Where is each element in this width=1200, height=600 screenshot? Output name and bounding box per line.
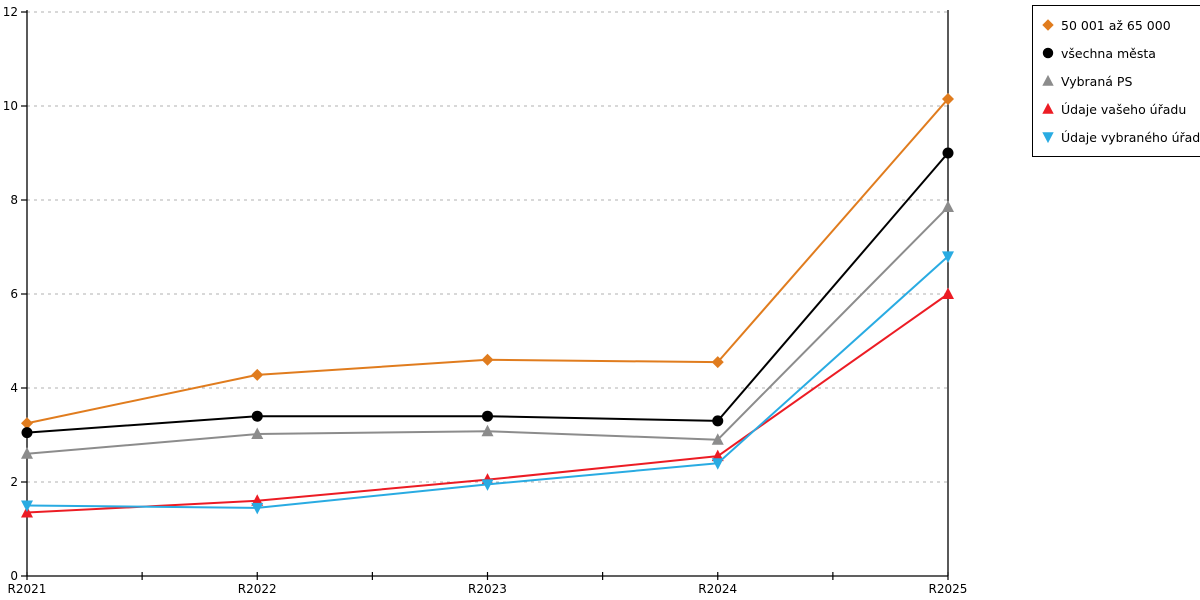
legend-label: Údaje vašeho úřadu [1061,101,1187,117]
triangle-down-marker [711,458,724,470]
legend-item: Údaje vašeho úřadu [1041,95,1197,123]
triangle-up-icon [1042,74,1054,86]
legend-label: 50 001 až 65 000 [1061,17,1171,33]
triangle-up-marker [481,424,494,437]
triangle-down-marker [1042,132,1054,144]
legend-label: Vybraná PS [1061,73,1133,89]
triangle-down-marker [251,502,264,515]
y-tick-label: 12 [3,5,18,19]
triangle-up-marker [942,287,954,299]
x-tick-label: R2023 [468,582,507,596]
legend-item: Vybraná PS [1041,67,1197,95]
legend-label: Údaje vybraného úřadu [1061,129,1200,145]
series-line-0 [26,98,949,425]
triangle-up-marker [251,427,264,440]
circle-marker [482,410,493,422]
triangle-up-marker [1042,102,1054,114]
y-tick-label: 0 [10,569,18,583]
diamond-marker [481,353,494,366]
y-tick-label: 8 [10,193,18,207]
circle-icon [1042,47,1054,59]
circle-marker [942,147,954,159]
x-tick-label: R2024 [698,582,737,596]
legend-label: všechna města [1061,45,1156,61]
legend-item: Údaje vybraného úřadu [1041,123,1200,151]
triangle-up-marker [1042,74,1054,86]
y-tick-label: 2 [10,475,18,489]
legend-item: všechna města [1041,39,1197,67]
y-tick-label: 6 [10,287,18,301]
x-tick-label: R2025 [929,582,968,596]
triangle-up-marker [942,200,954,213]
triangle-down-icon [1042,132,1054,144]
triangle-up-marker [711,433,724,445]
y-tick-label: 4 [10,381,18,395]
circle-marker [251,410,263,422]
triangle-up-marker [21,447,33,459]
triangle-down-marker [942,251,954,263]
x-tick-label: R2021 [8,582,47,596]
legend-item: 50 001 až 65 000 [1041,11,1197,39]
diamond-icon [1042,19,1054,31]
circle-marker [21,427,33,439]
triangle-down-marker [21,500,33,512]
diamond-marker [251,368,264,381]
series-line-4 [26,255,949,509]
triangle-down-marker [481,479,494,491]
circle-marker [712,415,724,427]
diamond-marker [21,417,33,430]
diamond-marker [711,356,724,369]
chart-legend: 50 001 až 65 000 všechna města Vybraná PS Ú… [1032,5,1200,157]
x-tick-label: R2022 [238,582,277,596]
y-tick-label: 10 [3,99,18,113]
diamond-marker [1042,19,1054,31]
diamond-marker [942,92,954,105]
triangle-up-icon [1042,102,1054,114]
circle-marker [1042,47,1054,59]
